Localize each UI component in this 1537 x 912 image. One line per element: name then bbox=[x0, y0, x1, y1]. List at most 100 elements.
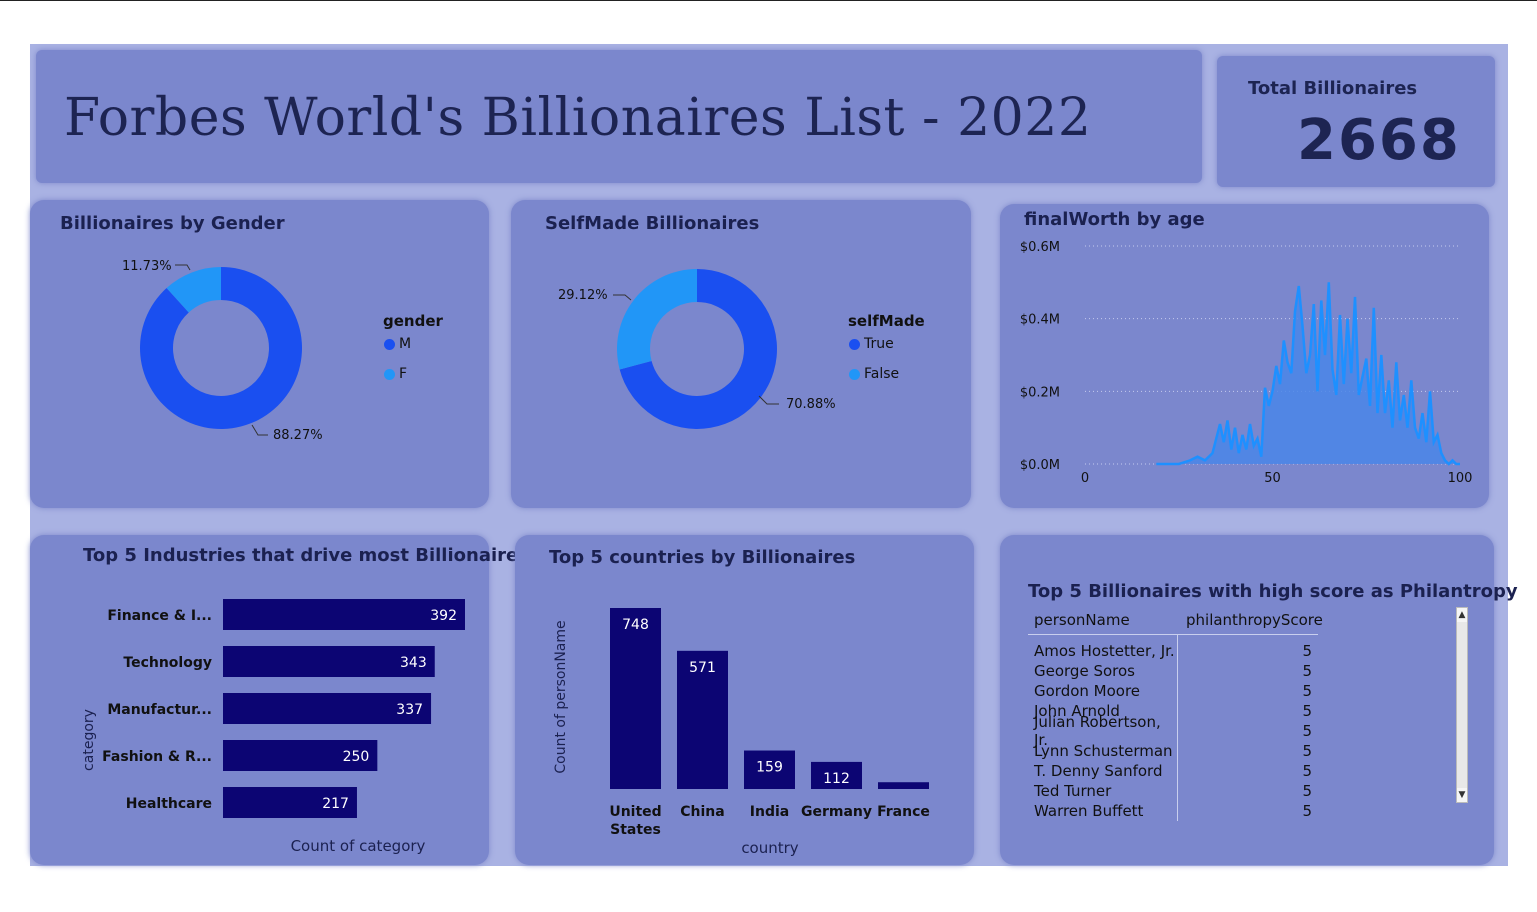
age-chart-area[interactable] bbox=[1156, 282, 1460, 466]
table-row[interactable]: George Soros 5 bbox=[1028, 661, 1318, 681]
total-billionaires-label: Total Billionaires bbox=[1248, 78, 1418, 99]
gender-donut[interactable] bbox=[140, 267, 302, 429]
countries-category-label: France bbox=[877, 804, 930, 820]
gender-chart-title: Billionaires by Gender bbox=[60, 213, 285, 234]
countries-bar[interactable] bbox=[677, 650, 728, 789]
person-name-cell: Gordon Moore bbox=[1028, 681, 1178, 701]
philanthropy-table: personName philanthropyScore Amos Hostet… bbox=[1028, 605, 1323, 821]
table-row[interactable]: Ted Turner 5 bbox=[1028, 781, 1318, 801]
gender-slice-f[interactable] bbox=[166, 267, 221, 313]
person-name-cell: Amos Hostetter, Jr. bbox=[1028, 641, 1178, 661]
countries-bar[interactable] bbox=[610, 608, 661, 789]
legend-label: F bbox=[399, 366, 408, 382]
countries-bar[interactable] bbox=[811, 761, 862, 789]
industries-category-label: Technology bbox=[123, 655, 212, 671]
countries-bar-value-label: 748 bbox=[622, 617, 649, 633]
table-row[interactable]: Gordon Moore 5 bbox=[1028, 681, 1318, 701]
legend-dot-icon bbox=[849, 368, 860, 380]
countries-category-label: China bbox=[680, 804, 724, 820]
industries-bar-value-label: 250 bbox=[343, 749, 370, 765]
industries-chart-svg: 392 Finance & I... 343 Technology 337 Manufac… bbox=[81, 599, 465, 855]
selfmade-true-leader-line bbox=[758, 395, 779, 405]
industries-bar[interactable] bbox=[223, 646, 435, 677]
column-header-philanthropyscore[interactable]: philanthropyScore bbox=[1186, 610, 1323, 629]
age-y-tick-label: $0.0M bbox=[1020, 458, 1060, 473]
dashboard-canvas: Forbes World's Billionaires List - 2022 … bbox=[30, 44, 1518, 866]
philanthropy-table-title: Top 5 Billionaires with high score as Ph… bbox=[1028, 581, 1518, 602]
age-chart-svg: $0.6M $0.4M $0.2M $0.0M 0 50 100 bbox=[1020, 240, 1473, 486]
philanthropy-score-cell: 5 bbox=[1302, 662, 1312, 680]
countries-x-axis-label: country bbox=[741, 839, 798, 857]
industries-bars[interactable]: 392 Finance & I... 343 Technology 337 Manufac… bbox=[102, 599, 465, 818]
gender-legend-item-f[interactable]: F bbox=[384, 366, 407, 382]
industries-bar[interactable] bbox=[223, 787, 357, 818]
selfmade-slice-false[interactable] bbox=[617, 269, 697, 370]
table-header-row: personName philanthropyScore bbox=[1028, 605, 1323, 635]
selfmade-true-pct-label: 70.88% bbox=[786, 397, 836, 412]
table-body: Amos Hostetter, Jr. 5 George Soros 5 Gordon … bbox=[1028, 641, 1318, 821]
selfmade-chart-card[interactable]: SelfMade Billionaires 29.12% 70.88% self… bbox=[511, 200, 971, 508]
total-billionaires-card[interactable]: Total Billionaires 2668 bbox=[1217, 56, 1495, 187]
gender-legend-item-m[interactable]: M bbox=[384, 336, 411, 352]
table-row[interactable]: John Arnold 5 bbox=[1028, 701, 1318, 721]
countries-category-label: India bbox=[750, 804, 789, 820]
gender-f-leader-line bbox=[175, 264, 191, 271]
philanthropy-score-cell: 5 bbox=[1302, 722, 1312, 740]
selfmade-legend-item-false[interactable]: False bbox=[849, 366, 899, 382]
industries-x-axis-label: Count of category bbox=[291, 837, 426, 855]
philanthropy-table-card[interactable]: Top 5 Billionaires with high score as Ph… bbox=[1000, 535, 1518, 865]
age-x-tick-label: 0 bbox=[1081, 471, 1089, 486]
countries-bar[interactable] bbox=[744, 750, 795, 789]
person-name-cell: T. Denny Sanford bbox=[1028, 761, 1178, 781]
gender-f-pct-label: 11.73% bbox=[122, 259, 172, 274]
age-y-tick-label: $0.4M bbox=[1020, 313, 1060, 328]
legend-label: M bbox=[399, 336, 412, 352]
age-chart-title: finalWorth by age bbox=[1024, 209, 1205, 230]
selfmade-false-leader-line bbox=[613, 294, 632, 301]
countries-bars[interactable]: 748 United States 571 China 159 India 112 German… bbox=[609, 608, 930, 838]
industries-chart-card[interactable]: Top 5 Industries that drive most Billion… bbox=[30, 535, 529, 865]
selfmade-legend-title: selfMade bbox=[848, 312, 925, 330]
philanthropy-score-cell: 5 bbox=[1302, 802, 1312, 820]
countries-category-label: Germany bbox=[801, 804, 872, 820]
selfmade-donut[interactable] bbox=[617, 269, 777, 429]
gender-m-pct-label: 88.27% bbox=[273, 428, 323, 443]
table-row[interactable]: T. Denny Sanford 5 bbox=[1028, 761, 1318, 781]
age-y-tick-label: $0.6M bbox=[1020, 240, 1060, 255]
legend-dot-icon bbox=[384, 338, 395, 350]
selfmade-legend-item-true[interactable]: True bbox=[849, 336, 894, 352]
selfmade-slice-true[interactable] bbox=[619, 269, 777, 429]
person-name-cell: Ted Turner bbox=[1028, 781, 1178, 801]
table-row[interactable]: Lynn Schusterman 5 bbox=[1028, 741, 1318, 761]
gender-slice-m[interactable] bbox=[140, 267, 302, 429]
age-chart-card[interactable]: finalWorth by age $0.6M $0.4M $0.2M $0.0M 0 5… bbox=[1000, 204, 1489, 508]
countries-bar[interactable] bbox=[878, 782, 929, 789]
countries-category-label: United bbox=[609, 804, 661, 820]
scroll-down-icon[interactable]: ▼ bbox=[1457, 788, 1467, 802]
table-row[interactable]: Warren Buffett 5 bbox=[1028, 801, 1318, 821]
industries-chart-title: Top 5 Industries that drive most Billion… bbox=[83, 545, 529, 566]
gender-legend-title: gender bbox=[383, 312, 443, 330]
column-header-personname[interactable]: personName bbox=[1034, 610, 1130, 629]
total-billionaires-value: 2668 bbox=[1297, 108, 1461, 173]
age-chart-axes: $0.6M $0.4M $0.2M $0.0M 0 50 100 bbox=[1020, 240, 1473, 486]
philanthropy-score-cell: 5 bbox=[1302, 702, 1312, 720]
industries-bar-value-label: 217 bbox=[322, 796, 349, 812]
industries-bar[interactable] bbox=[223, 740, 378, 771]
person-name-cell: John Arnold bbox=[1028, 701, 1178, 721]
countries-chart-card[interactable]: Top 5 countries by Billionaires 748 Unite… bbox=[515, 535, 974, 865]
gender-chart-card[interactable]: Billionaires by Gender 11.73% 88.27% gen… bbox=[30, 200, 489, 508]
countries-y-axis-label: Count of personName bbox=[553, 620, 569, 773]
selfmade-donut-svg: 29.12% 70.88% bbox=[558, 269, 836, 429]
industries-bar[interactable] bbox=[223, 693, 432, 724]
table-row[interactable]: Julian Robertson, Jr. 5 bbox=[1028, 713, 1318, 749]
person-name-cell: Julian Robertson, Jr. bbox=[1028, 713, 1178, 749]
table-scrollbar[interactable]: ▲ ▼ bbox=[1456, 607, 1468, 803]
industries-bar[interactable] bbox=[223, 599, 465, 630]
table-row[interactable]: Amos Hostetter, Jr. 5 bbox=[1028, 641, 1318, 661]
scroll-up-icon[interactable]: ▲ bbox=[1457, 608, 1467, 622]
countries-bar-value-label: 112 bbox=[823, 771, 850, 787]
countries-category-label: States bbox=[610, 822, 661, 838]
legend-dot-icon bbox=[384, 368, 395, 380]
age-series-line bbox=[1156, 282, 1460, 466]
